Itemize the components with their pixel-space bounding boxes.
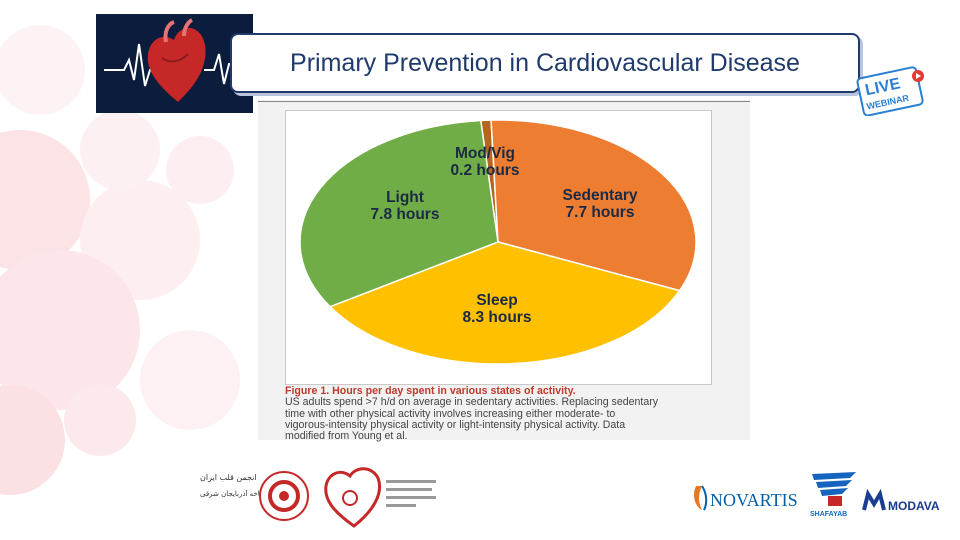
divider [258,101,750,102]
slice-value-label: 8.3 hours [463,309,532,326]
heart-icon [104,18,246,102]
heart-logo [96,14,253,113]
caption-line: vigorous-intensity physical activity or … [285,418,626,431]
caption-line: US adults spend >7 h/d on average in sed… [285,396,659,409]
page-title-text: Primary Prevention in Cardiovascular Dis… [290,48,800,77]
pie-slice-light [299,119,499,308]
modava-text: MODAVA [888,499,940,513]
background-bubbles [0,25,240,495]
slice-name-label: Sedentary [563,187,638,204]
slice-name-label: Sleep [476,292,517,309]
slice-value-label: 0.2 hours [451,162,520,179]
slice-value-label: 7.7 hours [566,204,635,221]
arabic-line-2: شاخه آذربایجان شرقی [200,489,266,498]
slice-name-label: Mod/Vig [455,145,515,162]
iran-heart-association-logo: انجمن قلب ایران شاخه آذربایجان شرقی [200,468,312,528]
slice-name-label: Light [386,189,424,206]
shafayab-text: SHAFAYAB [810,511,847,518]
pie-slice-sleep [328,241,681,365]
live-webinar-badge: LIVE WEBINAR [856,66,924,116]
shafayab-logo: SHAFAYAB [806,468,862,518]
novartis-logo: NOVARTIS [690,480,802,516]
caption-line: modified from Young et al. [285,430,408,443]
caption-title: Figure 1. Hours per day spent in various… [285,385,576,397]
slice-value-label: 7.8 hours [371,206,440,223]
arabic-line-1: انجمن قلب ایران [200,473,257,482]
caption-line: time with other physical activity involv… [285,407,616,420]
figure-caption: Figure 1. Hours per day spent in various… [285,385,720,443]
pie-slice-sedentary [490,119,697,292]
cardiovascular-center-logo [320,462,440,532]
novartis-text: NOVARTIS [710,490,798,510]
modava-logo: MODAVA [862,486,944,516]
page-title: Primary Prevention in Cardiovascular Dis… [230,33,860,93]
